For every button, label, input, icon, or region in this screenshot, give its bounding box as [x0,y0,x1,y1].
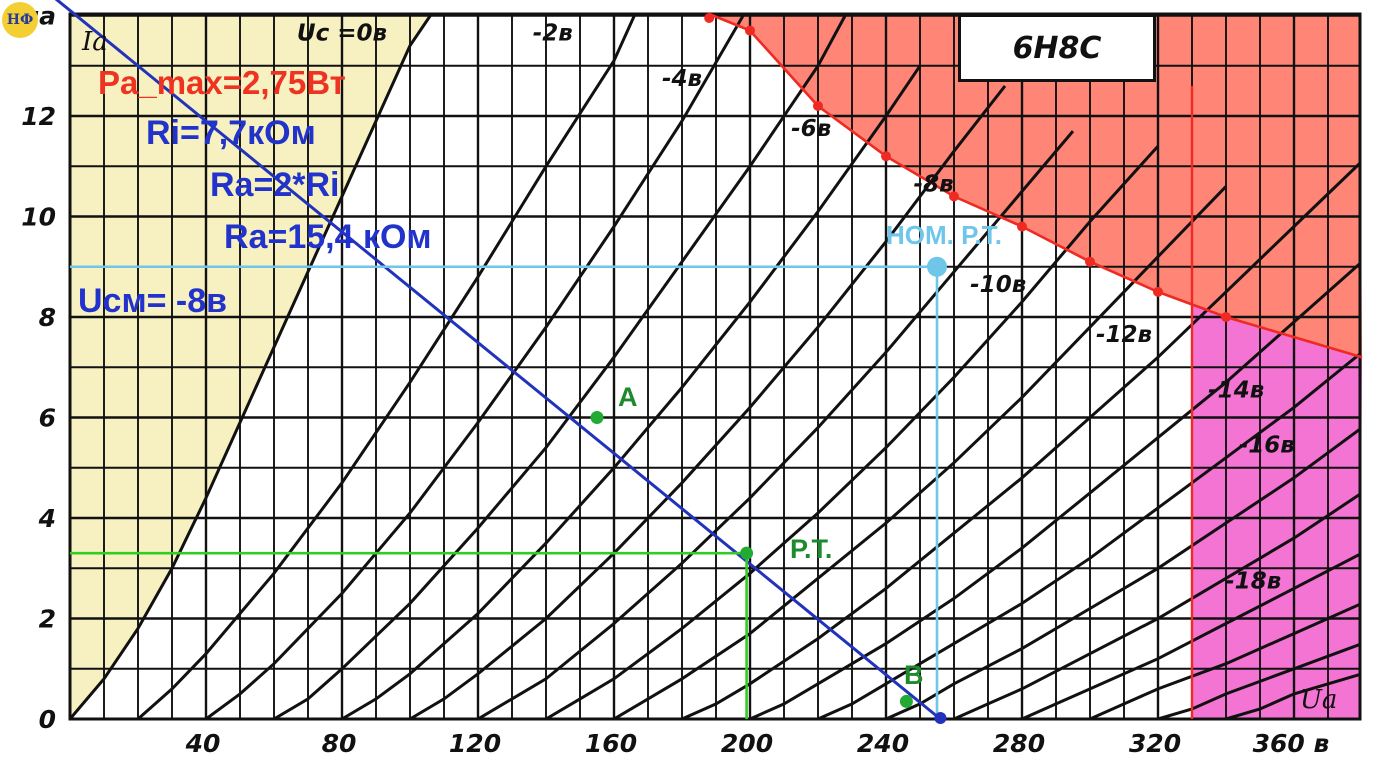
curve-label: -12в [1096,322,1152,348]
max-dissipation-dot [1221,312,1231,322]
curve-label: Uc =0в [297,21,387,47]
load-line-end-point [934,712,947,724]
operating-lines [54,0,942,721]
dissipation-region [709,14,1362,358]
plate-curve-7 [545,145,1160,719]
curve-label: -14в [1208,377,1264,403]
plate-curve-13 [953,492,1360,719]
curve-label: -6в [791,116,831,142]
annotation-ri: Ri=7,7кОм [146,114,316,152]
max-dissipation-dot [813,100,823,111]
tube-title: 6Н8С [958,14,1156,82]
x-tick-label: 160 [585,729,637,758]
plate-curve-11 [817,351,1360,719]
operating-point-2 [899,694,913,708]
plate-curve-5 [409,84,1007,719]
voltage-limit-region [1192,304,1362,719]
operating-points [590,256,947,724]
plate-curve-1 [137,14,636,719]
channel-logo: НФ [2,2,38,38]
curve-labels: Uc =0в -2в -4в -6в -8в -10в -12в -14в -16в -18в [297,21,1295,595]
plate-curve-0 [70,14,432,719]
max-dissipation-dot [949,191,959,202]
y-tick-label: 12 [21,102,56,131]
x-tick-label: 80 [322,729,357,758]
y-tick-label: 2 [39,605,56,634]
y-tick-label: 0 [39,705,56,734]
annotation-ucm: Uсм= -8в [78,282,228,320]
plate-curve-8 [613,185,1228,719]
x-tick-label: 40 [185,729,221,758]
x-tick-label: 240 [857,729,909,758]
curve-label: -10в [970,272,1026,298]
max-dissipation-dot [704,13,715,23]
y-tick-label: 8 [39,303,56,332]
x-tick-label: 280 [993,729,1045,758]
max-dissipation-dot [1085,256,1095,267]
plate-curve-3 [273,14,847,719]
plate-curve-4 [341,64,922,719]
label-point-b: B [904,660,924,690]
curve-label: -4в [662,66,702,92]
plate-curve-6 [477,130,1075,719]
curve-label: -2в [533,21,573,47]
max-dissipation-dot [1017,221,1027,232]
max-dissipation-dot [881,151,891,162]
x-tick-label: 200 [721,729,773,758]
label-point-a: A [618,382,638,412]
max-dissipation-dot [1153,286,1163,297]
operating-point-3 [927,256,947,277]
x-tick-label: 320 [1129,729,1181,758]
curve-label: -16в [1239,433,1295,459]
curve-label: -8в [914,171,954,197]
x-tick-label: 360 в [1253,729,1330,758]
plate-curve-9 [681,161,1360,719]
plate-curve-12 [885,427,1360,719]
label-nominal-point: НОМ. Р.Т. [886,220,1002,250]
plate-curve-10 [749,261,1360,719]
y-tick-label: 10 [21,203,56,232]
y-axis-name: Ia [81,27,108,57]
operating-point-1 [740,546,754,560]
operating-point-0 [590,411,604,424]
plate-curve-17 [1225,672,1360,719]
curve-label: -18в [1225,568,1281,594]
load-line [54,0,942,721]
plate-curve-2 [205,14,745,719]
plate-curves [70,14,1360,719]
y-tick-label: 4 [38,504,56,533]
max-dissipation-curve [704,12,1363,719]
label-point-rt: Р.Т. [790,534,833,564]
plate-curve-14 [1021,552,1360,719]
y-tick-label: 6 [39,404,56,433]
plate-curve-16 [1157,642,1360,719]
plot-frame [68,12,1362,721]
annotation-ra-value: Ra=15,4 кОм [224,218,432,256]
max-dissipation-dot [745,25,755,36]
annotation-ra-formula: Ra=2*Ri [210,166,340,204]
x-axis-name: Ua [1300,685,1337,715]
annotation-pa-max: Pa_max=2,75Вт [98,64,346,101]
x-tick-label: 120 [449,729,501,758]
